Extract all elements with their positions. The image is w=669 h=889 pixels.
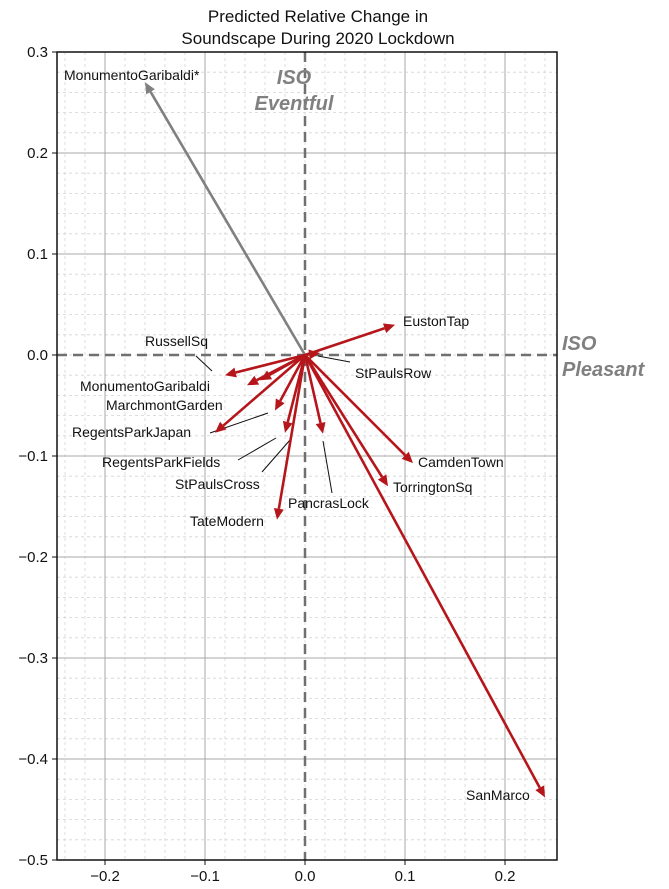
label-monumento-garibaldi: MonumentoGaribaldi xyxy=(80,378,210,394)
vector-head-monumento-garibaldi-star xyxy=(145,82,155,95)
label-san-marco: SanMarco xyxy=(466,787,530,803)
y-tick-label: −0.4 xyxy=(18,751,48,768)
vector-head-tate-modern xyxy=(273,507,284,520)
vector-marchmont-garden xyxy=(268,353,306,377)
vector-head-regents-park-japan xyxy=(215,421,227,433)
vector-head-pancras-lock xyxy=(315,421,326,434)
vector-euston-tap xyxy=(304,326,385,357)
vector-monumento-garibaldi-star xyxy=(149,91,307,356)
vector-tate-modern xyxy=(277,354,307,510)
axis-ticks: −0.2 −0.1 0.0 0.1 0.2 0.3 0.2 0.1 0.0 −0.1 −0.2 −0.… xyxy=(18,44,516,885)
label-camden-town: CamdenTown xyxy=(418,454,504,470)
label-tate-modern: TateModern xyxy=(190,513,264,529)
vector-head-torrington-sq xyxy=(377,474,388,487)
vector-head-camden-town xyxy=(401,451,413,464)
leader-pancras-lock xyxy=(322,440,333,494)
vector-regents-park-japan xyxy=(222,354,306,427)
leader-russell-sq xyxy=(195,355,213,372)
vector-head-monumento-garibaldi xyxy=(247,375,260,386)
label-russell-sq: RussellSq xyxy=(145,333,208,349)
leader-st-pauls-row xyxy=(317,355,351,363)
label-pancras-lock: PancrasLock xyxy=(288,495,370,511)
vector-camden-town xyxy=(304,354,407,457)
vector-arrows xyxy=(145,82,545,798)
y-axis-label-line-1: ISO xyxy=(277,67,312,89)
vector-head-st-pauls-cross xyxy=(282,420,293,433)
y-tick-label: −0.5 xyxy=(18,852,48,869)
label-st-pauls-row: StPaulsRow xyxy=(355,365,432,381)
leader-regents-park-fields xyxy=(237,437,277,461)
vector-head-marchmont-garden xyxy=(260,370,273,381)
vector-head-san-marco xyxy=(535,785,545,798)
y-tick-label: −0.3 xyxy=(18,650,48,667)
vector-head-regents-park-fields xyxy=(275,398,285,411)
x-tick-label: 0.2 xyxy=(495,868,516,884)
label-torrington-sq: TorringtonSq xyxy=(393,479,472,495)
vector-torrington-sq xyxy=(303,354,384,478)
vector-san-marco xyxy=(303,354,541,789)
vector-head-russell-sq xyxy=(225,367,237,378)
x-axis-label-line-1: ISO xyxy=(562,333,597,355)
x-tick-label: −0.2 xyxy=(90,868,120,884)
y-axis-label-line-2: Eventful xyxy=(255,93,334,115)
label-monumento-garibaldi-star: MonumentoGaribaldi* xyxy=(64,67,200,83)
label-regents-park-fields: RegentsParkFields xyxy=(102,454,220,470)
leader-st-pauls-cross xyxy=(261,439,291,473)
vector-regents-park-fields xyxy=(279,354,307,402)
vector-head-euston-tap xyxy=(382,323,395,333)
vector-russell-sq xyxy=(235,353,306,374)
chart-title-line-1: Predicted Relative Change in xyxy=(208,7,428,26)
y-tick-label: 0.1 xyxy=(27,246,48,263)
chart-title-line-2: Soundscape During 2020 Lockdown xyxy=(181,29,454,48)
y-tick-label: −0.2 xyxy=(18,549,48,566)
x-tick-label: 0.1 xyxy=(395,868,416,884)
y-tick-label: 0.3 xyxy=(27,44,48,61)
vector-head-st-pauls-row xyxy=(308,349,320,360)
vector-labels: MonumentoGaribaldi* EustonTap StPaulsRow Ru… xyxy=(64,67,530,803)
y-tick-label: 0.0 xyxy=(27,347,48,364)
x-axis-label-line-2: Pleasant xyxy=(562,359,646,381)
label-euston-tap: EustonTap xyxy=(403,313,469,329)
y-tick-label: 0.2 xyxy=(27,145,48,162)
y-tick-label: −0.1 xyxy=(18,448,48,465)
x-tick-label: −0.1 xyxy=(190,868,220,884)
label-marchmont-garden: MarchmontGarden xyxy=(106,397,223,413)
x-tick-label: 0.0 xyxy=(295,868,316,884)
vector-pancras-lock xyxy=(303,354,322,424)
label-leader-lines xyxy=(195,355,351,494)
label-regents-park-japan: RegentsParkJapan xyxy=(72,424,191,440)
label-st-pauls-cross: StPaulsCross xyxy=(175,476,260,492)
